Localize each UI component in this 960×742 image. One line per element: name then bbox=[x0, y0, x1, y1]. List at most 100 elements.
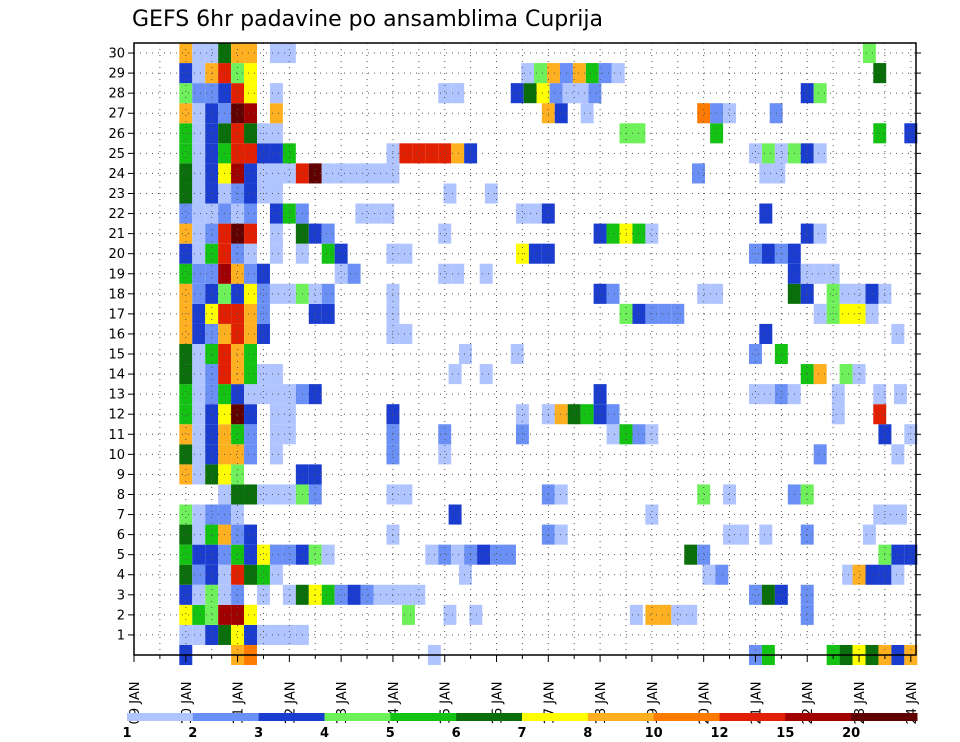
heatmap-cell: 1 bbox=[231, 504, 245, 525]
heatmap-cell: 1 bbox=[334, 263, 348, 284]
legend-swatch bbox=[522, 713, 589, 721]
y-tick-label: 3 bbox=[117, 588, 125, 603]
heatmap-cell: 3 bbox=[205, 424, 219, 445]
heatmap-cell: 1 bbox=[373, 163, 387, 184]
heatmap-cell: 2 bbox=[231, 524, 245, 545]
heatmap-cell: 14 bbox=[425, 143, 439, 164]
heatmap-cell: 1 bbox=[813, 303, 827, 324]
heatmap-cell: 3 bbox=[179, 584, 193, 605]
heatmap-cell: 1 bbox=[800, 263, 814, 284]
heatmap-cell: 1 bbox=[865, 303, 879, 324]
heatmap-cell: 1 bbox=[528, 203, 542, 224]
y-tick-label: 29 bbox=[108, 67, 125, 82]
legend-label: 3 bbox=[254, 726, 263, 741]
heatmap-cell: 9 bbox=[554, 404, 568, 425]
heatmap-cell: 1 bbox=[443, 183, 457, 204]
heatmap-cell: 1 bbox=[723, 103, 737, 124]
heatmap-cell: 7 bbox=[244, 604, 257, 625]
heatmap-cell: 1 bbox=[334, 163, 348, 184]
heatmap-cell: 1 bbox=[269, 183, 283, 204]
heatmap-cell: 2 bbox=[438, 424, 452, 445]
heatmap-cell: 2 bbox=[244, 424, 257, 445]
heatmap-cell: 1 bbox=[282, 163, 296, 184]
heatmap-cell: 1 bbox=[399, 323, 413, 344]
y-tick-label: 27 bbox=[108, 107, 125, 122]
heatmap-cell: 14 bbox=[244, 223, 257, 244]
heatmap-cell: 4 bbox=[826, 283, 840, 304]
heatmap-cell: 2 bbox=[179, 203, 193, 224]
heatmap-cell: 3 bbox=[192, 303, 206, 324]
heatmap-cell: 2 bbox=[205, 384, 219, 405]
heatmap-cell: 3 bbox=[257, 263, 270, 284]
heatmap-cell: 3 bbox=[205, 163, 219, 184]
heatmap-cell: 1 bbox=[554, 484, 568, 505]
heatmap-cell: 1 bbox=[269, 564, 283, 585]
heatmap-cell: 1 bbox=[723, 524, 737, 545]
heatmap-cell: 2 bbox=[205, 263, 219, 284]
legend-swatch bbox=[851, 713, 918, 721]
heatmap-cell: 1 bbox=[580, 103, 594, 124]
heatmap-cell: 5 bbox=[585, 63, 599, 84]
heatmap-cell: 2 bbox=[244, 444, 257, 465]
heatmap-cell: 2 bbox=[231, 584, 245, 605]
legend-label: 12 bbox=[710, 726, 728, 741]
heatmap-cell: 1 bbox=[192, 123, 206, 144]
heatmap-cell: 1 bbox=[257, 364, 270, 385]
heatmap-cell: 1 bbox=[759, 163, 773, 184]
heatmap-cell: 4 bbox=[862, 43, 876, 64]
heatmap-cell: 2 bbox=[502, 544, 516, 565]
heatmap-cell: 2 bbox=[192, 83, 206, 104]
heatmap-cell: 1 bbox=[308, 283, 322, 304]
legend-swatch bbox=[390, 713, 457, 721]
heatmap-cell: 4 bbox=[800, 484, 814, 505]
heatmap-cell: 4 bbox=[839, 364, 853, 385]
heatmap-cell: 5 bbox=[205, 343, 219, 365]
heatmap-cell: 1 bbox=[852, 364, 866, 385]
heatmap-cell: 1 bbox=[282, 43, 296, 64]
heatmap-cell: 1 bbox=[515, 404, 529, 425]
heatmap-cell: 2 bbox=[205, 364, 219, 385]
heatmap-cell: 1 bbox=[257, 484, 270, 505]
heatmap-cell: 3 bbox=[205, 624, 219, 645]
heatmap-cell: 4 bbox=[205, 584, 219, 605]
heatmap-cell: 2 bbox=[282, 544, 296, 565]
heatmap-cell: 3 bbox=[865, 564, 879, 585]
heatmap-cell: 5 bbox=[179, 544, 193, 565]
heatmap-cell: 1 bbox=[192, 624, 206, 645]
heatmap-cell: 2 bbox=[549, 83, 563, 104]
heatmap-cell: 1 bbox=[192, 43, 206, 64]
heatmap-cell: 2 bbox=[192, 564, 206, 585]
y-tick-label: 9 bbox=[117, 468, 125, 483]
heatmap-cell: 4 bbox=[402, 604, 415, 625]
heatmap-cell: 1 bbox=[469, 604, 483, 625]
heatmap-cell: 1 bbox=[192, 464, 206, 485]
heatmap-cell: 1 bbox=[458, 343, 472, 365]
heatmap-cell: 3 bbox=[192, 544, 206, 565]
heatmap-cell: 1 bbox=[269, 444, 283, 465]
y-tick-label: 25 bbox=[108, 147, 125, 162]
heatmap-cell: 9 bbox=[244, 323, 257, 344]
heatmap-cell: 3 bbox=[800, 143, 814, 164]
heatmap-cell: 1 bbox=[891, 564, 905, 585]
heatmap-cell: 1 bbox=[702, 564, 716, 585]
heatmap-cell: 3 bbox=[347, 584, 361, 605]
heatmap-cell: 14 bbox=[412, 143, 426, 164]
heatmap-cell: 2 bbox=[598, 63, 612, 84]
heatmap-cell: 1 bbox=[554, 524, 568, 545]
heatmap-cell: 8 bbox=[451, 143, 465, 164]
heatmap-cell: 9 bbox=[231, 364, 245, 385]
heatmap-cell: 2 bbox=[606, 404, 620, 425]
heatmap-cell: 14 bbox=[873, 404, 887, 425]
heatmap-cell: 1 bbox=[606, 424, 620, 445]
heatmap-cell: 1 bbox=[645, 424, 659, 445]
heatmap-cell: 3 bbox=[205, 444, 219, 465]
legend-label: 5 bbox=[386, 726, 395, 741]
heatmap-cell: 8 bbox=[179, 223, 193, 244]
heatmap-cell: 1 bbox=[257, 163, 270, 184]
heatmap-cell: 1 bbox=[748, 384, 762, 405]
y-tick-label: 16 bbox=[108, 327, 125, 342]
heatmap-cell: 1 bbox=[484, 183, 498, 204]
heatmap-cell: 3 bbox=[205, 404, 219, 425]
legend-label: 4 bbox=[320, 726, 329, 741]
heatmap-cell: 6 bbox=[179, 343, 193, 365]
